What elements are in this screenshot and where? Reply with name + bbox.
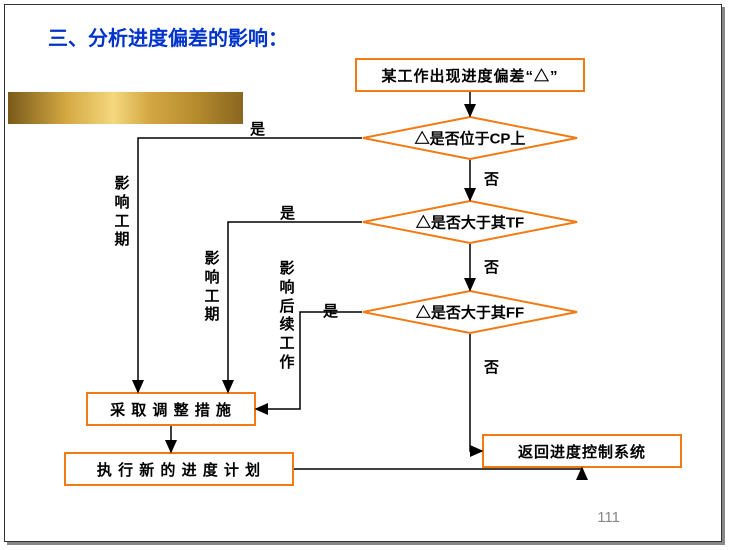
node-return-label: 返回进度控制系统 [518, 441, 646, 462]
node-adjust-label: 采 取 调 整 措 施 [110, 399, 232, 420]
node-exec-label: 执 行 新 的 进 度 计 划 [97, 459, 261, 480]
node-d-ff: △是否大于其FF [362, 290, 578, 334]
node-d-tf: △是否大于其TF [362, 200, 578, 244]
node-exec: 执 行 新 的 进 度 计 划 [64, 452, 294, 486]
label-ff-no: 否 [484, 356, 499, 377]
page-number: 111 [597, 509, 620, 526]
label-tf-no: 否 [484, 256, 499, 277]
label-affect-duration-2: 影响工期 [203, 250, 221, 325]
label-ff-yes: 是 [323, 300, 338, 321]
node-return: 返回进度控制系统 [482, 434, 682, 468]
gold-stripe [8, 92, 243, 124]
node-start-label: 某工作出现进度偏差“△” [381, 65, 558, 86]
label-affect-follow: 影响后续工作 [278, 260, 296, 373]
node-d-cp-label: △是否位于CP上 [362, 128, 578, 149]
label-cp-no: 否 [484, 168, 499, 189]
node-d-cp: △是否位于CP上 [362, 116, 578, 160]
label-affect-duration-1: 影响工期 [113, 175, 131, 250]
node-start: 某工作出现进度偏差“△” [355, 58, 585, 92]
node-adjust: 采 取 调 整 措 施 [86, 392, 256, 426]
node-d-ff-label: △是否大于其FF [362, 302, 578, 323]
label-tf-yes: 是 [280, 202, 295, 223]
slide-title: 三、分析进度偏差的影响： [48, 22, 288, 51]
node-d-tf-label: △是否大于其TF [362, 212, 578, 233]
label-cp-yes: 是 [250, 118, 265, 139]
